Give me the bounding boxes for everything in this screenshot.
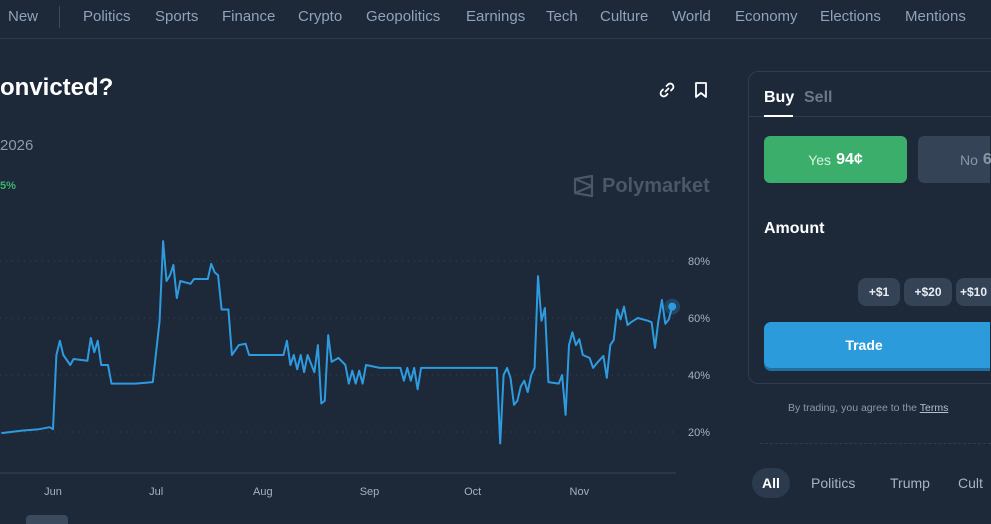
no-label: No (960, 151, 978, 168)
no-price: 6 (982, 150, 991, 168)
y-tick-label: 60% (688, 313, 710, 325)
nav-item-crypto[interactable]: Crypto (298, 8, 343, 25)
terms-notice: By trading, you agree to the Terms (788, 402, 948, 414)
polymarket-logo-icon (573, 174, 594, 198)
nav-item-geopolitics[interactable]: Geopolitics (366, 8, 441, 25)
active-tab-indicator (764, 115, 793, 117)
yes-button[interactable]: Yes 94¢ (764, 136, 907, 183)
nav-item-new[interactable]: New (8, 8, 39, 25)
price-chart[interactable]: 80% 60% 40% 20% Jun Jul Aug Sep Oct Nov (0, 230, 720, 510)
yes-label: Yes (808, 151, 832, 168)
watermark-text: Polymarket (602, 174, 710, 197)
terms-text: By trading, you agree to the (788, 402, 917, 414)
nav-item-sports[interactable]: Sports (155, 8, 199, 25)
bookmark-icon[interactable] (691, 80, 711, 100)
amount-label: Amount (764, 220, 825, 237)
add-100-button[interactable]: +$10 (956, 278, 991, 306)
add-20-button[interactable]: +$20 (904, 278, 952, 306)
nav-item-earnings[interactable]: Earnings (466, 8, 526, 25)
x-tick-label: Sep (360, 486, 380, 498)
filter-politics[interactable]: Politics (811, 475, 856, 491)
y-tick-label: 80% (688, 256, 710, 268)
tab-sell[interactable]: Sell (804, 89, 833, 106)
buy-sell-tabs: Buy Sell (749, 72, 991, 117)
market-end-date: 2026 (0, 137, 34, 154)
terms-link[interactable]: Terms (919, 402, 949, 414)
yes-price: 94¢ (836, 150, 863, 168)
x-tick-label: Oct (464, 486, 481, 498)
nav-item-elections[interactable]: Elections (820, 8, 881, 25)
trade-button[interactable]: Trade (764, 322, 990, 368)
no-button[interactable]: No 6 (918, 136, 991, 183)
market-title: onvicted? (0, 74, 114, 101)
chance-change: 5% (0, 180, 16, 192)
y-tick-label: 20% (688, 427, 710, 439)
section-divider (760, 443, 991, 444)
filter-culture[interactable]: Cult (958, 475, 983, 491)
nav-item-world[interactable]: World (672, 8, 711, 25)
x-tick-label: Jun (44, 486, 62, 498)
nav-item-tech[interactable]: Tech (546, 8, 578, 25)
filter-all[interactable]: All (752, 468, 790, 498)
nav-divider (59, 6, 60, 28)
y-tick-label: 40% (688, 370, 710, 382)
nav-item-politics[interactable]: Politics (83, 8, 131, 25)
x-tick-label: Jul (149, 486, 163, 498)
link-icon[interactable] (657, 80, 677, 100)
filter-trump[interactable]: Trump (890, 475, 930, 491)
category-nav: New Politics Sports Finance Crypto Geopo… (0, 0, 991, 39)
nav-item-culture[interactable]: Culture (600, 8, 649, 25)
add-1-button[interactable]: +$1 (858, 278, 900, 306)
nav-item-finance[interactable]: Finance (222, 8, 276, 25)
x-tick-label: Aug (253, 486, 273, 498)
nav-item-economy[interactable]: Economy (735, 8, 798, 25)
tab-buy[interactable]: Buy (764, 89, 795, 106)
x-tick-label: Nov (570, 486, 590, 498)
price-line (1, 240, 674, 445)
nav-item-mentions[interactable]: Mentions (905, 8, 966, 25)
time-range-button[interactable] (26, 515, 68, 524)
trade-panel: Buy Sell Yes 94¢ No 6 Amount +$1 +$20 +$… (748, 71, 991, 384)
current-point (668, 302, 677, 311)
polymarket-watermark: Polymarket (572, 174, 710, 198)
